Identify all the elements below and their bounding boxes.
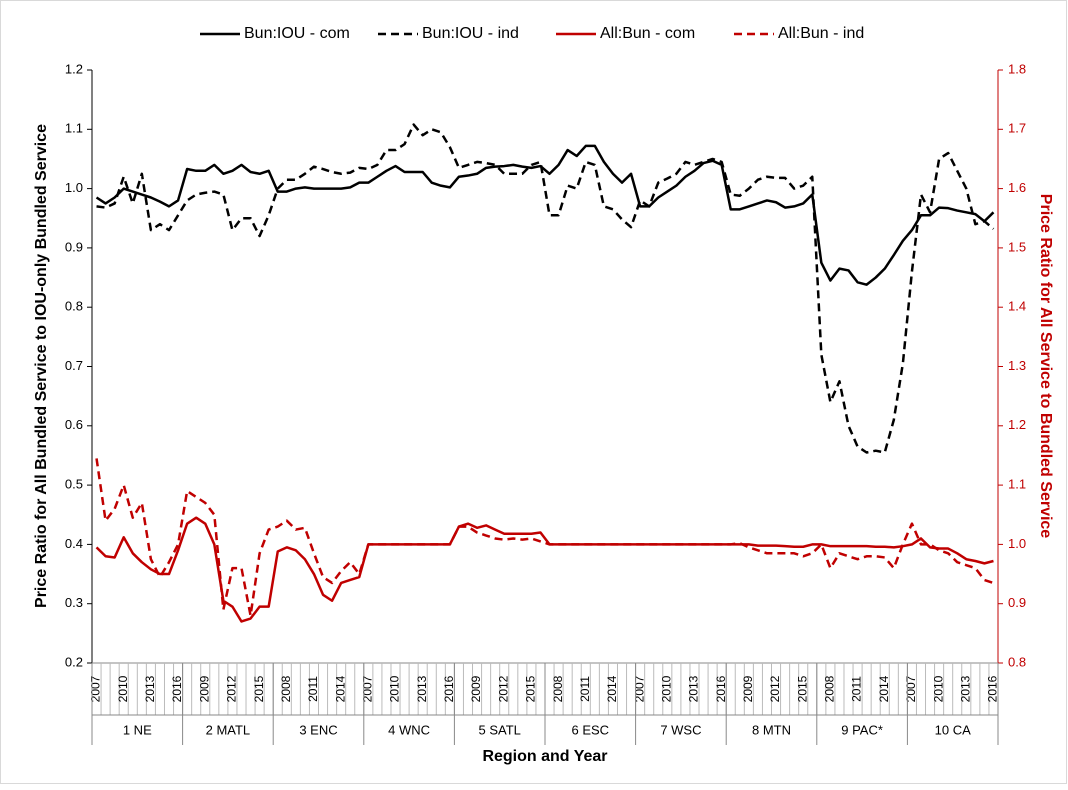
y2-tick-label: 1.4 <box>1008 299 1026 314</box>
x-tick-label: 2012 <box>768 675 782 702</box>
legend-label: Bun:IOU - com <box>244 25 350 42</box>
y-tick-label: 0.2 <box>65 654 83 669</box>
x-tick-label: 2013 <box>958 675 972 702</box>
x-tick-label: 2016 <box>714 675 728 702</box>
x-tick-label: 2010 <box>388 675 402 702</box>
y-tick-label: 0.5 <box>65 477 83 492</box>
x-tick-label: 2016 <box>986 675 1000 702</box>
x-tick-label: 2009 <box>741 675 755 702</box>
series-line <box>95 516 994 623</box>
group-label: 4 WNC <box>388 722 430 737</box>
x-tick-label: 2013 <box>415 675 429 702</box>
y2-tick-label: 1.1 <box>1008 477 1026 492</box>
y-tick-label: 0.4 <box>65 536 83 551</box>
y-tick-label: 0.9 <box>65 239 83 254</box>
x-tick-label: 2012 <box>496 675 510 702</box>
group-label: 3 ENC <box>299 722 337 737</box>
x-tick-label: 2013 <box>687 675 701 702</box>
group-label: 9 PAC* <box>841 722 883 737</box>
x-tick-label: 2016 <box>442 675 456 702</box>
x-tick-label: 2010 <box>116 675 130 702</box>
x-tick-label: 2010 <box>659 675 673 702</box>
y2-tick-label: 0.8 <box>1008 654 1026 669</box>
group-label: 7 WSC <box>660 722 701 737</box>
x-tick-label: 2014 <box>877 675 891 702</box>
x-tick-label: 2009 <box>197 675 211 702</box>
y2-tick-label: 0.9 <box>1008 595 1026 610</box>
y2-tick-label: 1.7 <box>1008 121 1026 136</box>
x-tick-label: 2016 <box>170 675 184 702</box>
legend-label: All:Bun - com <box>600 25 695 42</box>
legend-label: Bun:IOU - ind <box>422 25 519 42</box>
y-tick-label: 0.3 <box>65 595 83 610</box>
y2-tick-label: 1.8 <box>1008 61 1026 76</box>
series-line <box>95 144 995 286</box>
y-axis-title: Price Ratio for All Bundled Service to I… <box>33 124 50 608</box>
x-tick-label: 2008 <box>279 675 293 702</box>
x-tick-label: 2011 <box>578 676 592 702</box>
y-tick-label: 0.6 <box>65 417 83 432</box>
y2-tick-label: 1.2 <box>1008 417 1026 432</box>
y2-axis-title: Price Ratio for All Service to Bundled S… <box>1037 194 1054 539</box>
x-tick-label: 2014 <box>333 675 347 702</box>
x-tick-label: 2015 <box>252 675 266 702</box>
y-tick-label: 1.1 <box>65 121 83 136</box>
y2-tick-label: 1.5 <box>1008 239 1026 254</box>
group-label: 2 MATL <box>206 722 251 737</box>
group-label: 1 NE <box>123 722 152 737</box>
x-tick-label: 2009 <box>469 675 483 702</box>
series-line <box>96 123 995 454</box>
x-tick-label: 2014 <box>605 675 619 702</box>
x-axis-title: Region and Year <box>482 748 607 765</box>
x-tick-label: 2011 <box>850 676 864 702</box>
group-label: 5 SATL <box>479 722 521 737</box>
y-tick-label: 0.7 <box>65 358 83 373</box>
legend-label: All:Bun - ind <box>778 25 864 42</box>
x-tick-label: 2012 <box>225 675 239 702</box>
group-label: 6 ESC <box>572 722 610 737</box>
x-tick-label: 2015 <box>795 675 809 702</box>
x-tick-label: 2013 <box>143 675 157 702</box>
y2-tick-label: 1.0 <box>1008 536 1026 551</box>
y-tick-label: 1.0 <box>65 180 83 195</box>
x-tick-label: 2008 <box>823 675 837 702</box>
group-label: 8 MTN <box>752 722 791 737</box>
y2-tick-label: 1.3 <box>1008 358 1026 373</box>
x-tick-label: 2010 <box>931 675 945 702</box>
y2-tick-label: 1.6 <box>1008 180 1026 195</box>
x-tick-label: 2008 <box>551 675 565 702</box>
x-tick-label: 2015 <box>524 675 538 702</box>
y-tick-label: 0.8 <box>65 299 83 314</box>
series-line <box>95 458 994 617</box>
x-tick-label: 2011 <box>306 676 320 702</box>
group-label: 10 CA <box>935 722 971 737</box>
y-tick-label: 1.2 <box>65 61 83 76</box>
